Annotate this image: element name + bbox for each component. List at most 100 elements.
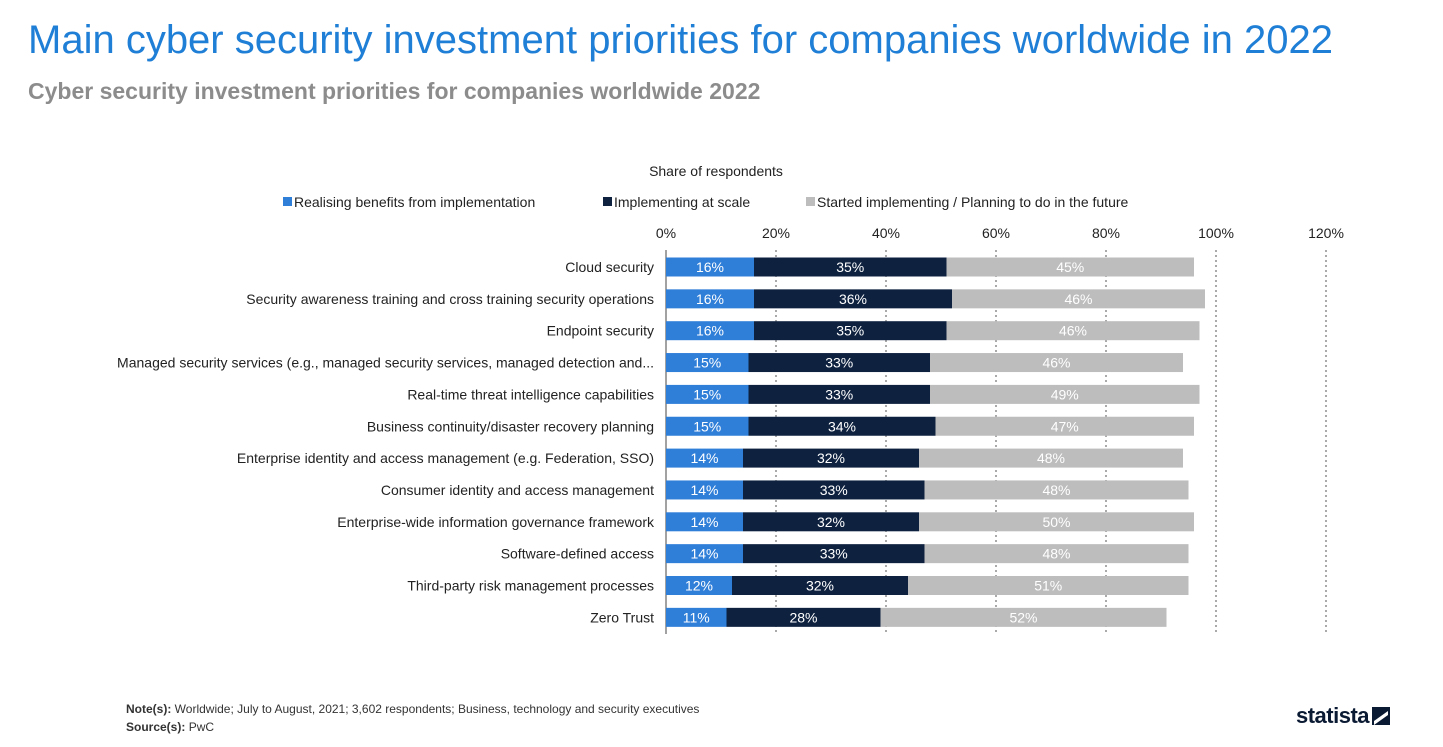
data-label: 46% [1064,291,1092,307]
data-label: 49% [1051,386,1079,402]
bar-segment [666,544,743,564]
data-label: 33% [825,386,853,402]
bar-segment [919,448,1183,468]
legend-swatch [603,197,612,206]
bar-segment [666,576,732,595]
data-label: 48% [1037,450,1065,466]
data-label: 35% [836,259,864,275]
data-label: 14% [690,450,718,466]
notes-label: Note(s): [126,702,172,716]
data-label: 15% [693,418,721,434]
category-label: Business continuity/disaster recovery pl… [367,418,654,434]
bar-segment [666,257,754,277]
bar-segment [666,512,743,532]
data-label: 36% [839,291,867,307]
bar-segment [754,289,952,309]
bar-segment [748,353,930,373]
legend-swatch [283,197,292,206]
bar-segment [743,544,925,564]
category-label: Consumer identity and access management [381,482,654,498]
notes-text: Worldwide; July to August, 2021; 3,602 r… [174,702,700,716]
category-label: Managed security services (e.g., managed… [117,355,654,371]
x-tick-label: 80% [1092,225,1120,241]
category-label: Software-defined access [501,546,654,562]
data-label: 46% [1059,323,1087,339]
data-label: 47% [1051,418,1079,434]
data-label: 32% [817,450,845,466]
data-label: 33% [825,355,853,371]
bar-segment [930,353,1183,373]
category-label: Enterprise identity and access managemen… [237,450,654,466]
data-label: 33% [820,482,848,498]
data-label: 28% [789,609,817,625]
x-tick-label: 60% [982,225,1010,241]
bar-segment [732,576,908,595]
bar-segment [666,353,749,373]
source-label: Source(s): [126,720,186,734]
bar-segment [946,257,1194,277]
bar-segment [666,607,727,627]
bar-segment [930,384,1200,404]
stacked-bar-chart: Share of respondents Realising benefits f… [117,163,1344,634]
bar-segment [919,512,1194,532]
data-label: 48% [1042,546,1070,562]
data-label: 46% [1042,355,1070,371]
x-tick-label: 0% [656,225,676,241]
bar-segment [754,257,947,277]
data-label: 51% [1034,578,1062,594]
data-label: 16% [696,291,724,307]
x-tick-label: 20% [762,225,790,241]
data-label: 32% [817,514,845,530]
bar-segment [666,289,754,309]
data-label: 11% [683,609,710,625]
bar-segment [952,289,1205,309]
data-label: 32% [806,578,834,594]
bar-segment [743,512,919,532]
legend-swatch [806,197,815,206]
statista-logo[interactable]: statista [1296,703,1391,729]
x-tick-label: 40% [872,225,900,241]
bar-segment [924,480,1189,500]
chart-title: Main cyber security investment prioritie… [28,18,1333,62]
bar-segment [666,416,749,436]
bar-segment [754,321,947,341]
bar-segment [666,480,743,500]
bar-segment [924,544,1189,564]
bar-segment [743,448,919,468]
bar-segment [908,576,1189,595]
data-label: 15% [693,386,721,402]
legend-label: Realising benefits from implementation [294,194,535,210]
footer: Note(s): Worldwide; July to August, 2021… [126,700,699,736]
data-label: 35% [836,323,864,339]
bar-segment [748,416,936,436]
category-label: Zero Trust [590,609,654,625]
brand-name: statista [1296,703,1370,728]
data-label: 52% [1009,609,1037,625]
data-label: 34% [828,418,856,434]
data-label: 14% [690,514,718,530]
data-label: 45% [1056,259,1084,275]
legend-label: Started implementing / Planning to do in… [817,194,1129,210]
bar-segment [726,607,881,627]
x-axis-title: Share of respondents [649,163,783,179]
category-label: Real-time threat intelligence capabiliti… [407,386,654,402]
x-tick-label: 120% [1308,225,1344,241]
category-label: Third-party risk management processes [407,578,654,594]
source-line: Source(s): PwC [126,718,699,736]
data-label: 12% [685,578,713,594]
data-label: 14% [690,482,718,498]
bar-segment [666,321,754,341]
data-label: 15% [693,355,721,371]
bar-segment [946,321,1200,341]
data-label: 50% [1042,514,1070,530]
data-label: 14% [690,546,718,562]
bar-segment [935,416,1194,436]
category-label: Enterprise-wide information governance f… [337,514,655,530]
category-label: Security awareness training and cross tr… [246,291,654,307]
data-label: 16% [696,323,724,339]
category-label: Endpoint security [547,323,654,339]
data-label: 16% [696,259,724,275]
source-text: PwC [188,720,215,734]
legend-label: Implementing at scale [614,194,750,210]
x-tick-label: 100% [1198,225,1234,241]
